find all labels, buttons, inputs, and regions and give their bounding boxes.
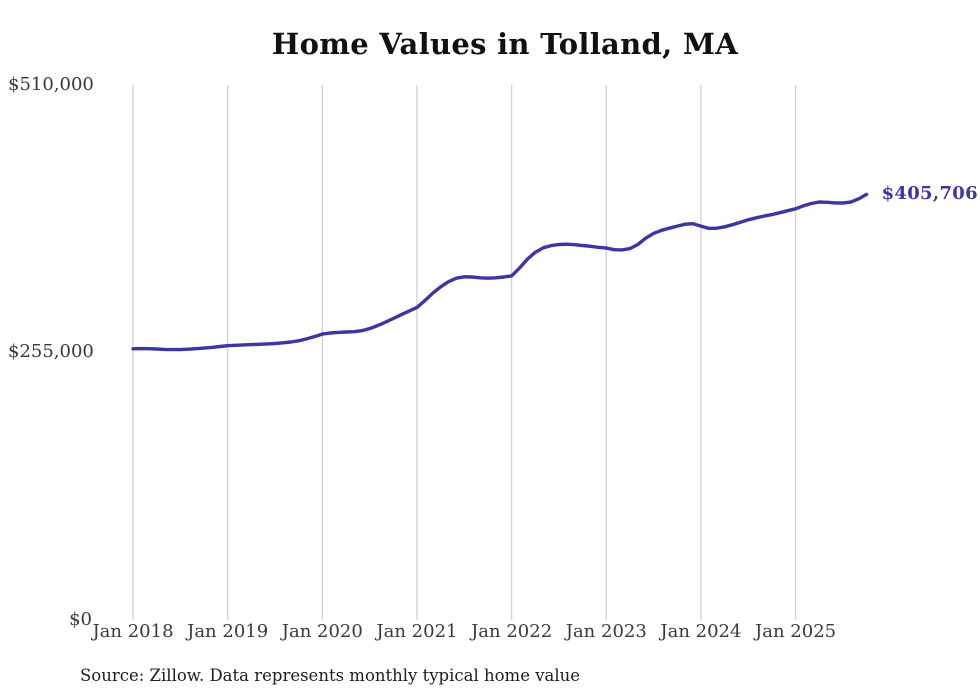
last-value-label: $405,706: [881, 183, 978, 205]
y-axis-label-0: $0: [69, 609, 92, 630]
x-axis-label-jan-2021: Jan 2021: [376, 621, 458, 642]
x-axis-label-jan-2019: Jan 2019: [187, 621, 269, 642]
home-value-line: [131, 192, 869, 352]
x-axis-label-jan-2018: Jan 2018: [92, 621, 174, 642]
gridlines: [132, 85, 797, 620]
x-axis-label-jan-2022: Jan 2022: [471, 621, 553, 642]
source-note: Source: Zillow. Data represents monthly …: [80, 666, 581, 685]
x-axis-label-jan-2023: Jan 2023: [565, 621, 647, 642]
y-axis-label-255000: $255,000: [8, 341, 94, 362]
x-axis-label-jan-2020: Jan 2020: [281, 621, 363, 642]
chart-title: Home Values in Tolland, MA: [271, 27, 739, 61]
y-axis-label-510000: $510,000: [8, 74, 94, 95]
x-axis-label-jan-2024: Jan 2024: [660, 621, 742, 642]
x-axis-label-jan-2025: Jan 2025: [755, 621, 837, 642]
